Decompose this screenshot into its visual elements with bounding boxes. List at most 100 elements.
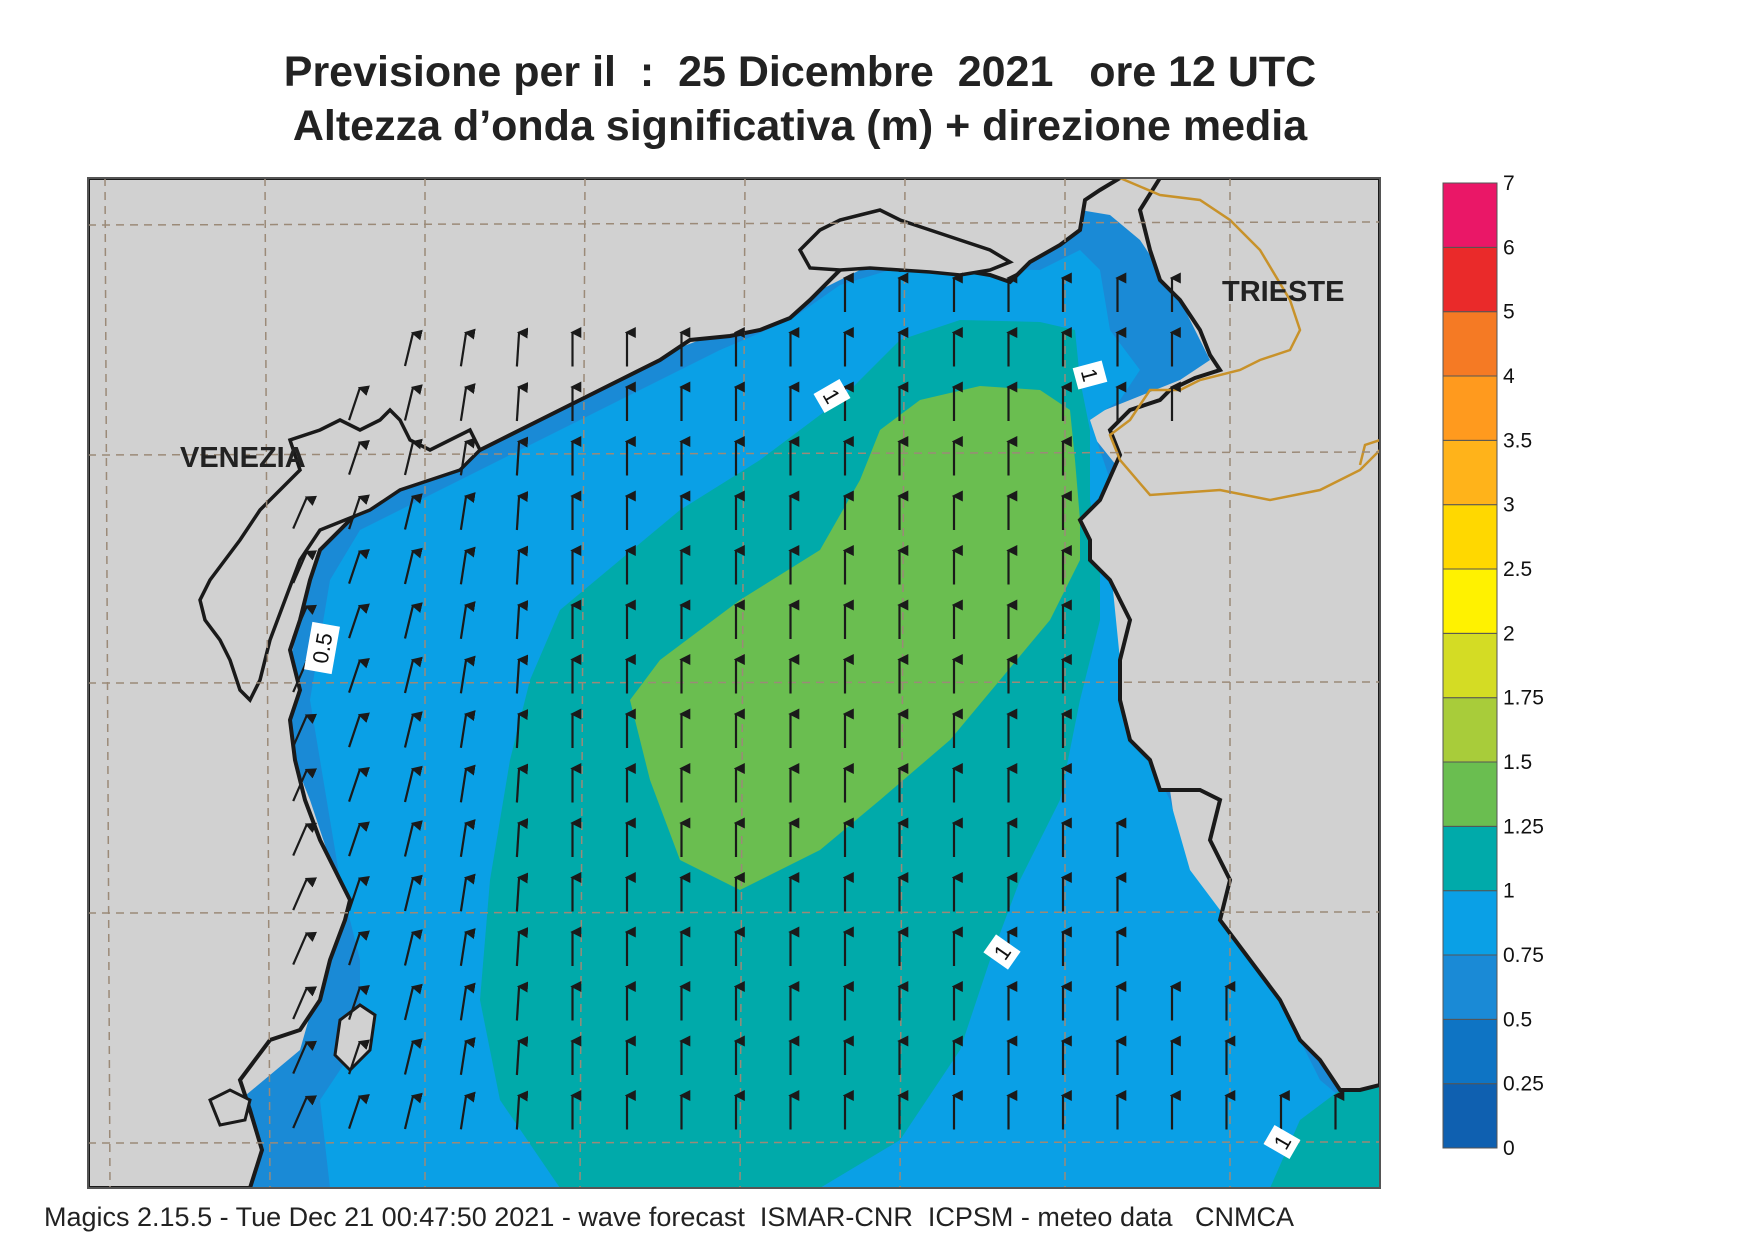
wave-arrow: [403, 1092, 423, 1130]
wave-arrow: [403, 547, 423, 585]
wave-arrow: [403, 765, 423, 803]
wave-arrow: [292, 495, 318, 530]
land-islet: [208, 1088, 252, 1127]
wave-arrow: [292, 877, 318, 911]
wave-arrow: [515, 600, 529, 640]
colorbar-segment: [1442, 1018, 1498, 1085]
wave-arrow: [459, 982, 476, 1021]
contour-label-text: 0.5: [308, 631, 338, 665]
wave-arrow: [459, 546, 476, 585]
wave-arrow: [459, 492, 476, 530]
wave-arrow: [348, 766, 370, 802]
colorbar-segment: [1442, 954, 1498, 1020]
wave-arrow: [459, 764, 476, 803]
wave-arrow: [348, 494, 370, 530]
wave-arrow: [459, 328, 476, 367]
map-title-line1: Previsione per il : 25 Dicembre 2021 ore…: [283, 48, 1317, 96]
wave-arrow: [348, 439, 370, 475]
wave-arrow: [515, 436, 529, 476]
colorbar-segment: [1442, 504, 1498, 570]
contour-label: 1: [983, 934, 1021, 970]
wave-direction-arrows: [292, 272, 1345, 1130]
map-title-line2: Altezza d’onda significativa (m) + direz…: [292, 102, 1308, 150]
map-frame: [87, 177, 1381, 1189]
wave-arrow: [515, 763, 529, 803]
contour-label: 1: [1072, 360, 1108, 390]
wave-arrow: [403, 820, 423, 857]
wave-arrow: [348, 385, 370, 421]
wave-arrow: [515, 382, 529, 422]
wave-arrow: [459, 655, 476, 694]
colorbar-segment: [1442, 568, 1498, 634]
wave-arrow: [459, 1037, 476, 1075]
land-islet: [333, 1003, 377, 1073]
wave-arrow: [292, 550, 318, 584]
wave-arrow: [292, 986, 318, 1020]
colorbar-tick-label: 6: [1503, 236, 1515, 259]
wave-arrow: [348, 548, 370, 584]
colorbar-tick-label: 0: [1503, 1137, 1515, 1160]
wave-arrow: [292, 931, 318, 966]
wave-arrow: [348, 712, 370, 748]
wave-arrow: [459, 873, 476, 912]
wave-arrow: [403, 656, 423, 694]
colorbar-segment: [1442, 246, 1498, 313]
border-line: [1358, 438, 1380, 466]
contour-label: 1: [813, 378, 851, 414]
colorbar-tick-label: 4: [1503, 365, 1515, 388]
colorbar-tick-label: 0.75: [1503, 944, 1544, 967]
wave-arrow: [403, 329, 423, 367]
wave-arrow: [459, 383, 476, 421]
colorbar-segment: [1442, 761, 1498, 827]
colorbar-tick-label: 2: [1503, 622, 1515, 645]
colorbar-tick-label: 1.25: [1503, 815, 1544, 838]
wave-arrow: [348, 930, 370, 966]
wave-arrow: [515, 545, 529, 585]
wave-arrow: [459, 601, 476, 639]
wave-arrow: [515, 927, 529, 967]
wave-arrow: [403, 983, 423, 1021]
wave-arrow: [292, 659, 318, 693]
colorbar-segment: [1442, 890, 1498, 956]
wave-arrow: [515, 327, 529, 367]
wave-arrow: [515, 491, 529, 531]
contour-label: 1: [1263, 1124, 1301, 1160]
city-label-venezia: VENEZIA: [180, 442, 306, 474]
wave-arrow: [403, 711, 423, 748]
wave-arrow: [348, 875, 370, 911]
land-venezia-lagoon: [198, 407, 483, 703]
colorbar-segment: [1442, 311, 1498, 377]
wave-arrow: [515, 654, 529, 694]
wave-arrow: [515, 1090, 529, 1130]
colorbar-tick-label: 1.5: [1503, 751, 1532, 774]
wave-arrow: [348, 657, 370, 693]
colorbar-segment: [1442, 439, 1498, 506]
colorbar-tick-label: 2.5: [1503, 558, 1532, 581]
colorbar-tick-label: 5: [1503, 301, 1515, 324]
wave-arrow: [403, 384, 423, 421]
colorbar-segment: [1442, 182, 1498, 248]
wave-arrow: [292, 822, 318, 857]
colorbar: 0 0.25 0.5 0.75 1 1.25 1.5 1.75 2 2.5 3 3.5 4 5 6 7: [1442, 172, 1544, 1160]
contour-label: 0.5: [304, 621, 340, 675]
wave-arrow: [348, 603, 370, 639]
colorbar-segment: [1442, 825, 1498, 892]
colorbar-tick-label: 7: [1503, 172, 1515, 195]
map-grid: [88, 178, 1380, 1188]
wave-arrow: [348, 1093, 370, 1129]
wave-arrow: [459, 437, 476, 476]
wave-arrow: [459, 1091, 476, 1130]
wave-arrow: [459, 928, 476, 966]
colorbar-segment: [1442, 697, 1498, 763]
wave-arrow: [292, 768, 318, 802]
wave-arrow: [403, 438, 423, 476]
colorbar-tick-label: 1.75: [1503, 687, 1544, 710]
wave-arrow: [515, 709, 529, 749]
wave-arrow: [515, 981, 529, 1021]
city-label-trieste: TRIESTE: [1222, 276, 1344, 308]
colorbar-tick-label: 0.25: [1503, 1073, 1544, 1096]
wave-arrow: [292, 604, 318, 639]
colorbar-tick-label: 1: [1503, 880, 1515, 903]
colorbar-segment: [1442, 632, 1498, 699]
